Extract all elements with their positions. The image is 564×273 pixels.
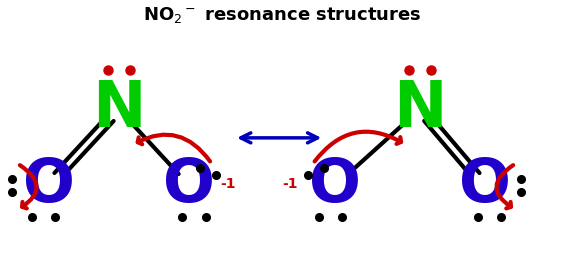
Text: O: O [459, 156, 510, 215]
Text: NO$_2$$^-$ resonance structures: NO$_2$$^-$ resonance structures [143, 5, 421, 25]
Text: O: O [310, 156, 362, 215]
Text: N: N [393, 78, 447, 140]
Text: O: O [163, 156, 215, 215]
Text: -1: -1 [282, 177, 297, 191]
Text: -1: -1 [220, 177, 236, 191]
Text: N: N [92, 78, 146, 140]
Text: O: O [23, 156, 74, 215]
